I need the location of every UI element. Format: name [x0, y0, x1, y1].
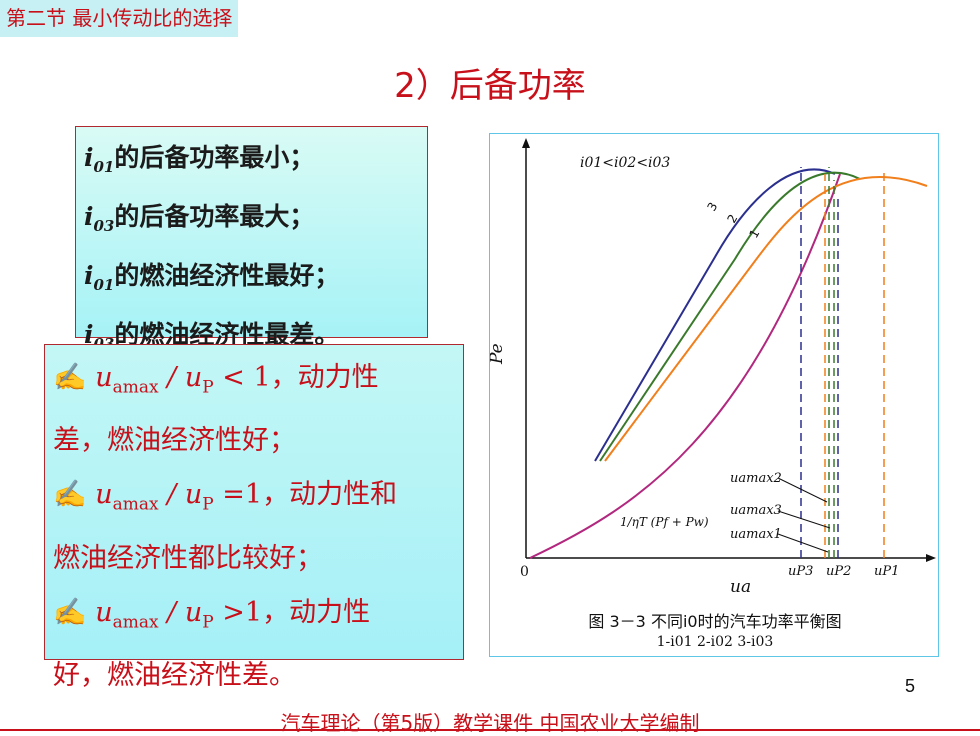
pen-icon: ✍ [53, 362, 87, 393]
formula: uamax / uP [95, 479, 214, 515]
figure-caption: 图 3－3 不同i0时的汽车功率平衡图 [588, 612, 842, 631]
formula: uamax / uP [95, 596, 214, 633]
criteria-text: ，动力性 [270, 362, 379, 393]
origin-label: 0 [520, 564, 529, 580]
tick-up2: uP2 [826, 564, 851, 579]
criteria-text: ，动力性 [262, 596, 371, 628]
formula: uamax / uP [95, 362, 214, 398]
resistance-curve [529, 173, 841, 559]
formula-rel: < 1 [213, 362, 271, 393]
leader-line [777, 477, 828, 503]
box1-text: 的后备功率最大； [114, 202, 315, 231]
curve-3 [594, 168, 836, 462]
tick-up3: uP3 [788, 564, 813, 579]
annotation-uamax2: uamax2 [730, 471, 782, 486]
footer-text: 汽车理论（第5版）教学课件 中国农业大学编制 [280, 711, 700, 735]
criteria-text: ，动力性和 [262, 479, 398, 511]
figure-subcaption: 1-i01 2-i02 3-i03 [656, 634, 774, 650]
criteria-line: ✍ uamax / uP =1，动力性和 [53, 468, 455, 531]
y-axis-arrow [522, 138, 530, 148]
tick-up1: uP1 [874, 564, 899, 579]
curve-2 [599, 171, 861, 462]
criteria-line: ✍ uamax / uP >1，动力性 [53, 586, 455, 649]
leader-line [777, 533, 829, 553]
box1-text: 的燃油经济性最好； [114, 261, 340, 290]
pen-icon: ✍ [53, 596, 87, 628]
box1-line: i03的后备功率最大； [84, 192, 419, 251]
leader-line [777, 510, 831, 529]
ratio-variable: i01 [84, 143, 115, 176]
power-balance-diagram: i01<i02<i03 Pe ua 0 3 2 1 1/ηT (Pf + Pw)… [490, 138, 936, 597]
box1-text: 的后备功率最小； [114, 143, 315, 172]
pen-icon: ✍ [53, 479, 87, 511]
criteria-line: 好，燃油经济性差。 [53, 660, 296, 692]
conclusion-box: i01的后备功率最小； i03的后备功率最大； i01的燃油经济性最好； i03… [75, 126, 428, 353]
criteria-box: ✍ uamax / uP < 1，动力性 差，燃油经济性好； ✍ uamax /… [44, 344, 464, 691]
y-axis-label: Pe [490, 343, 507, 365]
resistance-label: 1/ηT (Pf + Pw) [620, 515, 709, 529]
ratio-variable: i03 [84, 202, 115, 235]
curve-1 [604, 176, 928, 462]
curve-label-2: 2 [724, 212, 740, 226]
box1-line: i01的后备功率最小； [84, 133, 419, 192]
formula-rel: =1 [213, 479, 263, 511]
criteria-line: 燃油经济性都比较好； [53, 542, 323, 574]
curve-label-3: 3 [704, 200, 720, 214]
annotation-uamax1: uamax1 [730, 527, 782, 542]
box1-line: i01的燃油经济性最好； [84, 251, 419, 310]
ratio-variable: i01 [84, 261, 115, 294]
criteria-line: 差，燃油经济性好； [53, 425, 296, 457]
criteria-line: ✍ uamax / uP < 1，动力性 [53, 351, 455, 414]
x-axis-label: ua [730, 577, 751, 597]
annotation-uamax3: uamax3 [730, 503, 782, 518]
footer-divider [0, 729, 980, 731]
formula-rel: >1 [213, 596, 263, 628]
x-axis-arrow [926, 554, 936, 562]
ratio-legend: i01<i02<i03 [580, 155, 670, 171]
page-number: 5 [905, 676, 916, 696]
power-balance-figure: i01<i02<i03 Pe ua 0 3 2 1 1/ηT (Pf + Pw)… [489, 133, 939, 657]
slide-title: 2）后备功率 [394, 66, 586, 106]
section-tag: 第二节 最小传动比的选择 [0, 0, 239, 37]
